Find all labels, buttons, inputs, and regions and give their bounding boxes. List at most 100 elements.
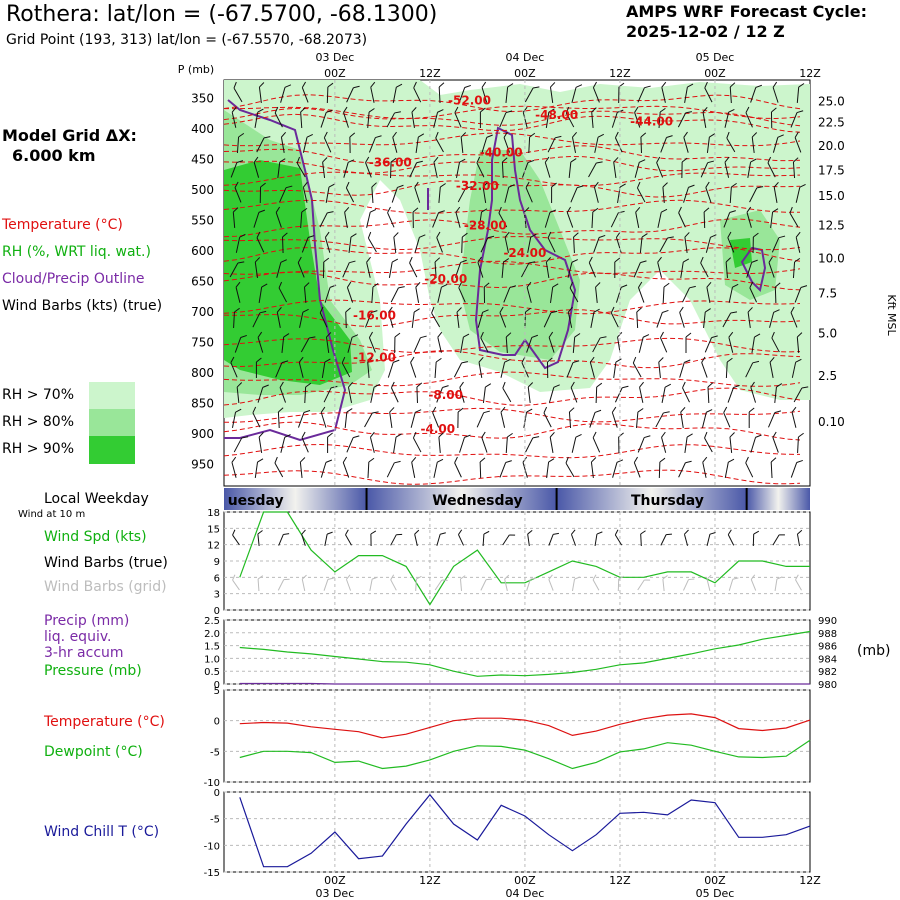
wind-barb-flag [284,434,291,438]
wind-barb [592,81,600,103]
wind-barb-flag [235,281,241,288]
wind-barb-flag [591,457,597,463]
wind-barb [770,457,777,479]
wind-barb-staff [233,311,235,329]
wind-barb-staff [300,337,310,353]
wind-barb [637,85,651,103]
wind-barb [438,432,444,454]
weekday-segment [556,488,747,510]
wind-barb-true [414,529,420,546]
wind-barb [792,157,799,179]
wind-barb [570,381,578,403]
wind-barb-flag [252,406,257,414]
wind-barb-staff [347,337,353,353]
wind-barb-staff [281,336,285,354]
wind-barb-grid [662,575,668,592]
wind-barb [392,83,403,103]
wind-barb [772,431,779,453]
wind-barb-staff [388,262,393,278]
wind-barb [229,261,245,278]
wind-barb-staff [595,386,598,404]
wind-barb [502,381,512,403]
wind-barb [327,432,333,453]
wind-barb-staff [275,212,282,228]
wind-barb-flag [700,256,704,264]
wind-barb [751,333,761,353]
panel-ytick-label: 0 [214,606,220,617]
wind-barb-staff [660,137,667,153]
wind-barb [662,282,670,304]
wind-barb [750,434,762,453]
wind-barb [522,106,528,128]
legend-rh70-label: RH > 70% [2,387,75,403]
wind-barb-staff [364,412,373,428]
wind-barb-staff [729,186,732,204]
wind-barb-true [570,529,577,546]
legend-rh90-label: RH > 90% [2,441,75,457]
wind-barb-staff [751,337,755,353]
wind-chill-panel: 0-5-10-15 [204,788,811,879]
wind-barb [591,107,597,129]
wind-barb-flag [704,308,711,313]
wind-barb-staff [544,212,551,228]
wind-barb [434,257,441,279]
wind-barb-true [640,530,646,547]
wind-barb-flag [620,284,628,288]
wind-barb [595,282,601,304]
wind-barb [480,235,495,253]
wind-barb-staff [481,87,488,103]
wind-barb [677,111,693,128]
wind-barb-staff [794,287,802,303]
wind-barb [230,160,244,178]
wind-barb [280,84,292,103]
wind-barb-flag [549,209,557,213]
wind-barb-staff [389,412,393,428]
wind-barb-staff [482,386,486,404]
wind-barb [593,181,599,203]
bottom-date-label: 04 Dec [506,887,545,900]
wind-barb-flag [391,258,399,263]
wind-barb-staff [566,362,574,378]
wind-barb-staff [258,86,262,104]
wind-barb-flag [440,183,446,188]
wind-barb [636,408,644,429]
wind-barb-staff [505,336,508,354]
wind-barb-flag [550,82,556,88]
wind-barb-staff [413,337,421,353]
wind-barb-true [232,529,240,546]
wind-barb-staff [610,212,619,228]
isotherm-line [224,299,801,315]
wind-barb [453,361,469,378]
wind-barb-flag [499,306,504,313]
wind-barb [790,110,804,128]
wind-barb-staff [521,262,530,278]
wind-barb [701,356,708,378]
wind-barb-true-flag [509,534,516,536]
wind-barb-staff [522,112,528,128]
wind-barb-grid-staff [750,579,757,591]
wind-barb-staff [369,437,375,453]
wind-barb-staff [252,312,261,328]
weekday-bar: uesday Wednesday Thursday [224,488,810,510]
wind-barb [458,281,466,303]
wind-barb-flag [345,181,350,189]
wind-barb [483,282,490,304]
wind-barb-flag [464,434,471,438]
wind-barb [479,107,486,128]
wind-barb-staff [572,336,576,354]
wind-barb [411,308,420,329]
wind-barb-staff [279,187,287,203]
wind-barb [433,458,444,478]
wind-barb-flag [680,407,686,413]
wind-barb [413,335,427,353]
pressure-ytick-label: 990 [818,616,837,627]
wind-barb-flag [529,132,536,138]
wind-barb-staff [745,462,754,478]
wind-barb-staff [678,462,686,478]
wind-barb [632,356,642,378]
panel-ytick-label: -10 [204,778,220,789]
wind-barb [460,132,467,154]
wind-barb-flag [284,84,292,88]
wind-chill-line [239,793,811,868]
wind-barb-grid-flag [327,577,334,580]
